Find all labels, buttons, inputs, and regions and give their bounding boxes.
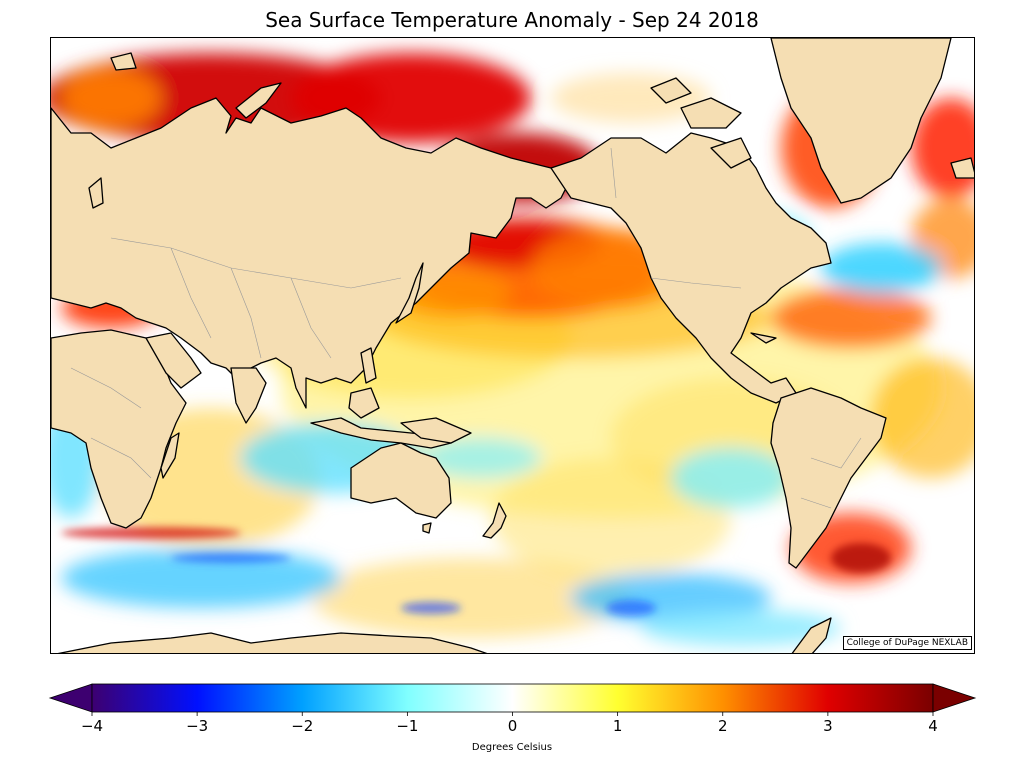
novaya-zemlya xyxy=(235,82,282,119)
india-land xyxy=(230,367,267,424)
arabia-land xyxy=(145,332,202,389)
credit-label: College of DuPage NEXLAB xyxy=(842,636,972,650)
japan-land xyxy=(395,262,424,324)
arctic-island-1 xyxy=(680,97,742,129)
arctic-island-3 xyxy=(650,77,692,104)
colorbar-left-arrow xyxy=(48,683,93,713)
colorbar-tick-label: 4 xyxy=(928,717,938,735)
colorbar-ticks xyxy=(91,712,934,716)
map-graphic: College of DuPage NEXLAB xyxy=(51,38,974,653)
cuba-land xyxy=(750,332,777,344)
new-guinea-land xyxy=(400,417,472,444)
map-title: Sea Surface Temperature Anomaly - Sep 24… xyxy=(265,8,759,32)
colorbar-tick-label: −2 xyxy=(291,717,314,735)
colorbar-tick-label: 3 xyxy=(823,717,833,735)
colorbar-tick-label: 0 xyxy=(507,717,518,735)
madagascar-land xyxy=(160,432,180,479)
colorbar-tick-label: 2 xyxy=(717,717,728,735)
australia-land xyxy=(350,442,452,519)
colorbar-label: Degrees Celsius xyxy=(471,742,553,753)
new-zealand-land xyxy=(482,502,507,539)
sst-anomaly-map: College of DuPage NEXLAB xyxy=(50,37,975,654)
antarctica-land xyxy=(57,632,488,653)
borneo-land xyxy=(348,387,380,419)
land-masses xyxy=(51,38,974,653)
eurasia-land xyxy=(51,97,572,409)
svalbard xyxy=(110,52,137,71)
british-isles xyxy=(88,177,104,209)
greenland-land xyxy=(770,38,952,204)
iceland-land xyxy=(950,157,974,179)
colorbar-tick-label: −1 xyxy=(396,717,419,735)
colorbar-right-arrow xyxy=(932,683,977,713)
colorbar-tick-label: 1 xyxy=(612,717,623,735)
arctic-island-2 xyxy=(710,137,752,169)
philippines-land xyxy=(360,347,377,384)
colorbar-tick-label: −3 xyxy=(186,717,209,735)
south-america-land xyxy=(770,387,887,569)
colorbar-body xyxy=(91,683,934,713)
antarctic-peninsula xyxy=(791,617,832,653)
tasmania-land xyxy=(422,522,432,534)
colorbar-tick-label: −4 xyxy=(80,717,104,735)
country-borders xyxy=(70,147,862,509)
